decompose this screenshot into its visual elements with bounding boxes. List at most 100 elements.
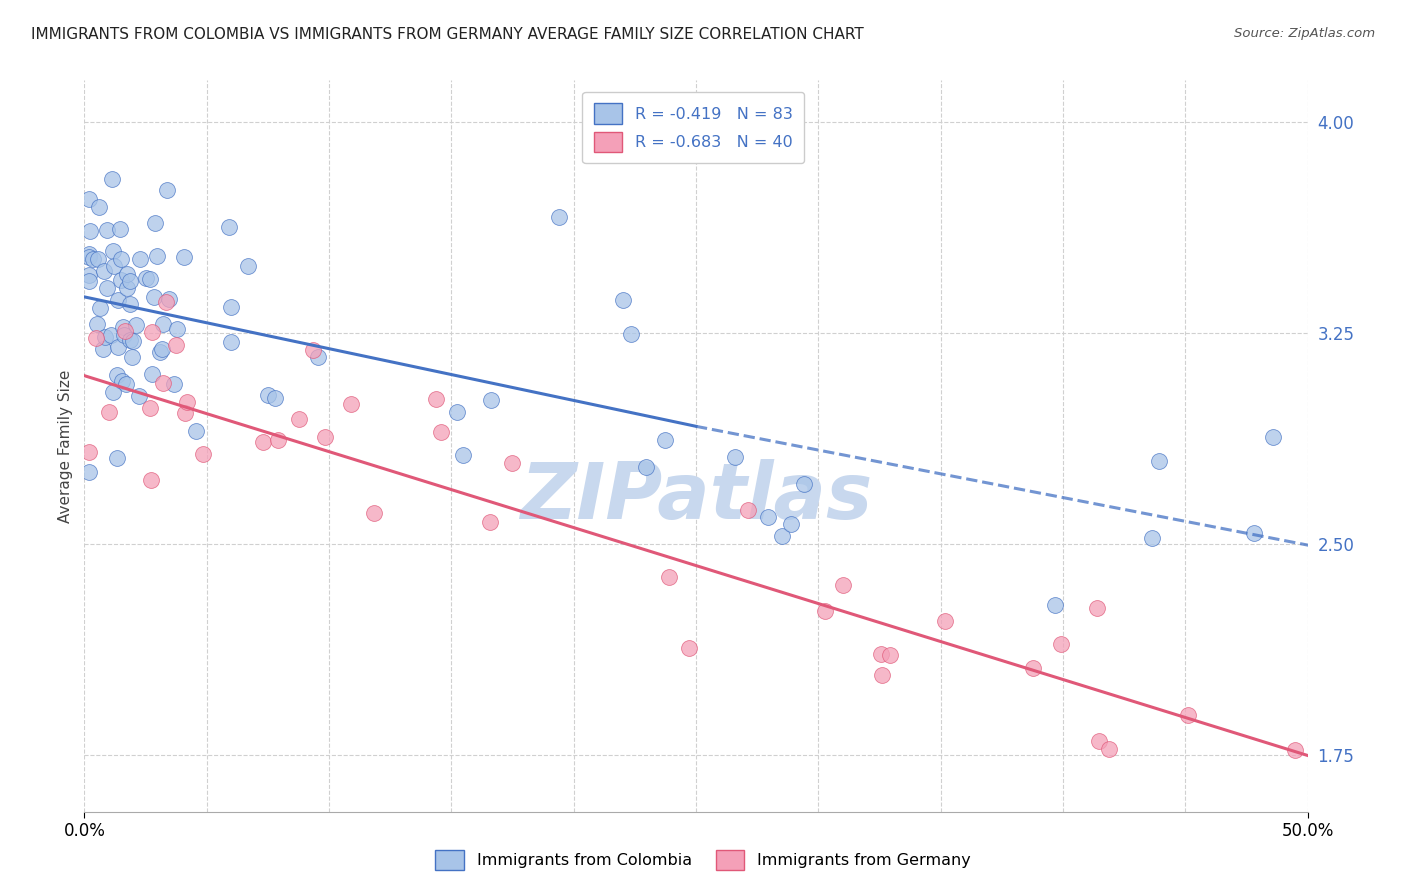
Point xyxy=(612,293,634,308)
Point xyxy=(636,460,658,475)
Point xyxy=(314,430,336,444)
Point xyxy=(96,281,118,295)
Legend: Immigrants from Colombia, Immigrants from Germany: Immigrants from Colombia, Immigrants fro… xyxy=(429,844,977,877)
Point xyxy=(82,252,104,267)
Point xyxy=(173,250,195,264)
Point xyxy=(176,395,198,409)
Point xyxy=(77,268,100,282)
Text: IMMIGRANTS FROM COLOMBIA VS IMMIGRANTS FROM GERMANY AVERAGE FAMILY SIZE CORRELAT: IMMIGRANTS FROM COLOMBIA VS IMMIGRANTS F… xyxy=(31,27,863,42)
Point xyxy=(780,516,803,531)
Point xyxy=(654,433,676,447)
Point xyxy=(79,224,101,238)
Text: Source: ZipAtlas.com: Source: ZipAtlas.com xyxy=(1234,27,1375,40)
Point xyxy=(1022,661,1045,675)
Point xyxy=(307,350,329,364)
Point xyxy=(84,331,107,345)
Point xyxy=(105,451,128,466)
Point xyxy=(1177,708,1199,723)
Point xyxy=(288,411,311,425)
Point xyxy=(339,397,361,411)
Point xyxy=(1263,430,1285,444)
Point xyxy=(770,529,793,543)
Point xyxy=(1085,600,1108,615)
Point xyxy=(155,294,177,309)
Point xyxy=(150,343,173,357)
Text: ZIPatlas: ZIPatlas xyxy=(520,459,872,535)
Y-axis label: Average Family Size: Average Family Size xyxy=(58,369,73,523)
Point xyxy=(1050,637,1073,651)
Point xyxy=(139,474,162,488)
Point xyxy=(100,328,122,343)
Point xyxy=(98,405,121,419)
Point xyxy=(103,259,125,273)
Point xyxy=(165,338,187,352)
Point xyxy=(111,374,134,388)
Point xyxy=(105,368,128,383)
Point xyxy=(121,350,143,364)
Point xyxy=(89,301,111,315)
Point xyxy=(118,297,141,311)
Point xyxy=(139,271,162,285)
Point xyxy=(870,667,893,681)
Point xyxy=(77,250,100,264)
Point xyxy=(184,424,207,438)
Point xyxy=(548,211,571,225)
Point xyxy=(430,425,453,439)
Point xyxy=(139,401,162,415)
Point xyxy=(94,329,117,343)
Point xyxy=(122,334,145,348)
Point xyxy=(87,200,110,214)
Point xyxy=(87,252,110,266)
Point xyxy=(101,244,124,259)
Point xyxy=(110,252,132,267)
Point xyxy=(1043,598,1066,612)
Point xyxy=(479,515,502,529)
Point xyxy=(1098,742,1121,756)
Point xyxy=(112,328,135,343)
Point xyxy=(125,318,148,332)
Point xyxy=(77,445,100,459)
Point xyxy=(107,340,129,354)
Point xyxy=(1243,526,1265,541)
Point xyxy=(143,216,166,230)
Point xyxy=(832,578,855,592)
Point xyxy=(152,376,174,391)
Point xyxy=(218,220,240,235)
Point xyxy=(86,317,108,331)
Point xyxy=(135,271,157,285)
Point xyxy=(451,448,474,462)
Point xyxy=(163,376,186,391)
Point xyxy=(101,171,124,186)
Point xyxy=(724,450,747,464)
Legend: R = -0.419   N = 83, R = -0.683   N = 40: R = -0.419 N = 83, R = -0.683 N = 40 xyxy=(582,92,804,163)
Point xyxy=(363,506,385,520)
Point xyxy=(142,290,165,304)
Point xyxy=(77,247,100,261)
Point xyxy=(301,343,323,357)
Point xyxy=(114,324,136,338)
Point xyxy=(152,318,174,332)
Point xyxy=(193,447,215,461)
Point xyxy=(479,392,502,407)
Point xyxy=(219,334,242,349)
Point xyxy=(737,503,759,517)
Point xyxy=(256,387,278,401)
Point xyxy=(267,433,290,447)
Point xyxy=(1088,734,1111,748)
Point xyxy=(879,648,901,662)
Point xyxy=(1142,531,1164,545)
Point xyxy=(77,275,100,289)
Point xyxy=(501,456,523,470)
Point xyxy=(678,641,700,656)
Point xyxy=(107,293,129,307)
Point xyxy=(114,376,136,391)
Point xyxy=(111,320,134,334)
Point xyxy=(156,183,179,197)
Point xyxy=(793,476,815,491)
Point xyxy=(1147,454,1170,468)
Point xyxy=(77,465,100,479)
Point xyxy=(173,406,195,420)
Point xyxy=(149,345,172,359)
Point xyxy=(756,509,779,524)
Point xyxy=(446,405,468,419)
